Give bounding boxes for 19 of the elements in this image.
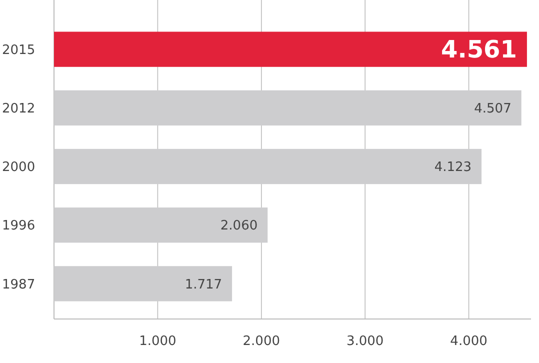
data-label: 2.060 <box>220 218 258 234</box>
x-tick-label: 1.000 <box>139 334 176 349</box>
bar <box>54 32 527 67</box>
bar <box>54 90 522 126</box>
bar <box>54 208 268 243</box>
data-label: 4.507 <box>474 101 512 116</box>
y-tick-label: 2015 <box>2 42 36 58</box>
y-tick-label: 1996 <box>2 218 36 234</box>
data-label: 1.717 <box>184 277 222 292</box>
x-tick-label: 4.000 <box>450 334 488 349</box>
data-label: 4.561 <box>441 36 517 64</box>
y-tick-label: 2012 <box>2 101 36 116</box>
y-tick-label: 1987 <box>2 277 36 292</box>
bar <box>54 148 482 184</box>
y-tick-label: 2000 <box>2 160 36 176</box>
data-label: 4.123 <box>434 160 472 176</box>
bar <box>54 266 232 302</box>
x-tick-label: 2.000 <box>242 334 280 349</box>
x-tick-label: 3.000 <box>346 334 384 349</box>
